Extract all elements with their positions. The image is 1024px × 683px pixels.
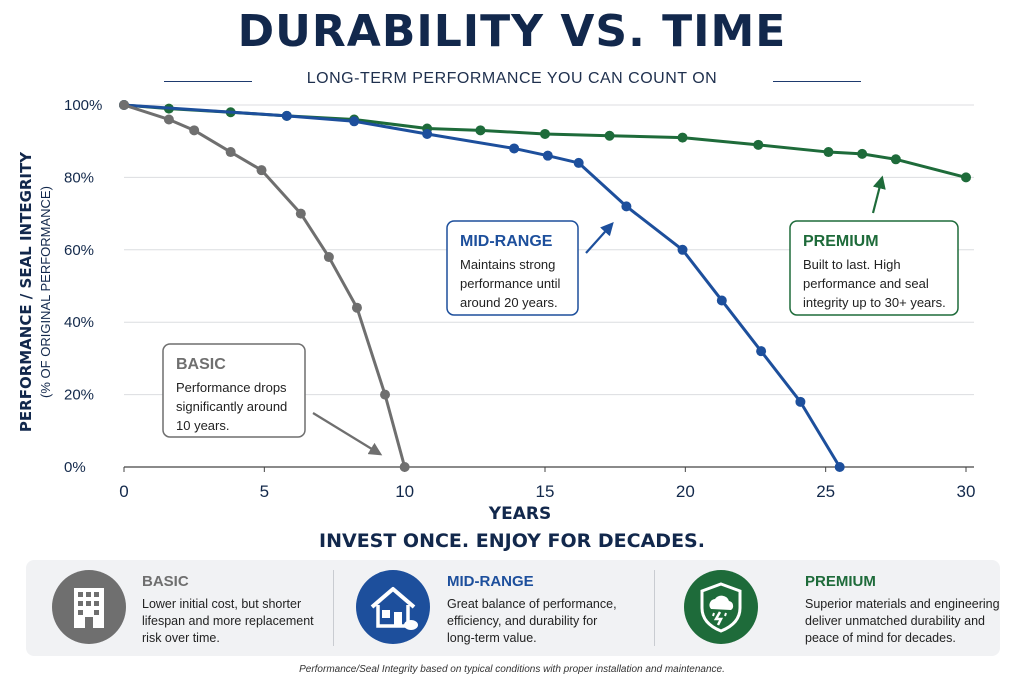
y-tick-label: 20% — [64, 387, 94, 404]
series-line-basic — [123, 103, 407, 468]
data-point-mid — [716, 295, 727, 306]
x-tick-label: 30 — [957, 482, 976, 501]
data-point-premium — [823, 147, 834, 158]
tier-divider — [333, 570, 334, 646]
x-tick-label: 0 — [119, 482, 128, 501]
tier-premium-desc: Superior materials and engineering delive… — [805, 597, 1000, 645]
data-point-premium — [604, 130, 615, 141]
annotation-text: performance and seal — [803, 276, 929, 291]
subtitle-rule-left — [164, 81, 252, 82]
tier-premium-name: PREMIUM — [805, 573, 876, 590]
tagline: INVEST ONCE. ENJOY FOR DECADES. — [319, 530, 705, 552]
annotation-text: Performance drops — [176, 380, 287, 395]
annotation-premium: PREMIUM Built to last. High performance an… — [789, 175, 959, 316]
y-axis-label: PERFORMANCE / SEAL INTEGRITY — [17, 151, 35, 432]
data-point-basic — [119, 100, 129, 110]
data-point-basic — [189, 125, 200, 136]
tier-premium: PREMIUM Superior materials and engineeri… — [666, 560, 1000, 656]
series-line-premium — [123, 103, 967, 179]
annotation-box — [162, 343, 306, 438]
annotation-mid: MID-RANGE Maintains strong performance unt… — [446, 220, 614, 316]
data-point-premium — [857, 148, 868, 159]
annotation-text: around 20 years. — [460, 295, 558, 310]
data-point-mid — [677, 244, 688, 255]
page-title: DURABILITY VS. TIME — [237, 6, 787, 57]
annotation-text: performance until — [460, 276, 561, 291]
tier-mid-name: MID-RANGE — [447, 573, 534, 590]
annotation-text: Built to last. High — [803, 257, 901, 272]
y-axis-sublabel: (% OF ORIGINAL PERFORMANCE) — [38, 186, 53, 398]
y-tick-label: 100% — [64, 97, 102, 114]
tier-mid: MID-RANGE Great balance of performance, e… — [346, 560, 666, 656]
data-point-basic — [323, 252, 334, 263]
data-point-premium — [475, 125, 486, 136]
tier-summary-panel: BASIC Lower initial cost, but shorter lif… — [26, 560, 1000, 656]
house-icon — [356, 570, 430, 644]
x-tick-label: 20 — [676, 482, 695, 501]
data-point-basic — [225, 147, 236, 158]
data-point-basic — [380, 389, 391, 400]
data-point-mid — [349, 116, 360, 127]
data-point-mid — [281, 110, 292, 121]
data-point-mid — [795, 396, 806, 407]
subtitle-rule-right — [773, 81, 861, 82]
annotation-arrow — [585, 222, 614, 254]
data-point-mid — [621, 201, 632, 212]
footnote: Performance/Seal Integrity based on typi… — [299, 664, 725, 675]
data-point-basic — [399, 462, 410, 472]
data-point-premium — [753, 139, 764, 150]
y-tick-label: 0% — [64, 459, 86, 476]
x-tick-label: 5 — [260, 482, 269, 501]
data-point-mid — [422, 128, 433, 139]
y-tick-label: 80% — [64, 169, 94, 186]
data-point-premium — [961, 172, 971, 183]
data-point-basic — [351, 302, 362, 313]
data-point-mid — [573, 157, 584, 168]
data-point-basic — [295, 208, 306, 219]
tier-basic-name: BASIC — [142, 573, 189, 590]
data-point-premium — [677, 132, 688, 143]
annotation-text: Maintains strong — [460, 257, 555, 272]
annotation-text: significantly around — [176, 399, 287, 414]
annotation-arrow — [871, 175, 886, 214]
data-point-basic — [256, 165, 267, 176]
x-tick-label: 10 — [395, 482, 414, 501]
annotation-title: BASIC — [176, 356, 226, 373]
data-point-mid — [756, 346, 767, 357]
tier-basic-desc: Lower initial cost, but shorter lifespan … — [142, 597, 314, 645]
tier-divider — [654, 570, 655, 646]
annotation-text: integrity up to 30+ years. — [803, 295, 946, 310]
annotation-text: 10 years. — [176, 418, 229, 433]
durability-chart: 0% 20% 40% 60% 80% 100% 0 5 10 15 20 25 30 YEARS PERFO… — [17, 97, 976, 524]
subtitle-row: LONG-TERM PERFORMANCE YOU CAN COUNT ON — [0, 70, 1024, 88]
tier-mid-desc: Great balance of performance, efficiency,… — [447, 597, 617, 645]
annotation-title: PREMIUM — [803, 233, 879, 250]
storm-shield-icon — [684, 570, 758, 644]
annotation-box — [789, 220, 959, 316]
annotation-basic: BASIC Performance drops significantly arou… — [162, 343, 383, 456]
annotation-box — [446, 220, 579, 316]
y-tick-label: 40% — [64, 314, 94, 331]
x-tick-label: 25 — [816, 482, 835, 501]
tier-basic: BASIC Lower initial cost, but shorter lif… — [26, 560, 326, 656]
data-point-basic — [163, 114, 174, 125]
data-point-mid — [542, 150, 553, 161]
annotation-arrow — [312, 412, 383, 456]
page-subtitle: LONG-TERM PERFORMANCE YOU CAN COUNT ON — [298, 70, 726, 87]
data-point-premium — [540, 128, 550, 139]
annotation-title: MID-RANGE — [460, 233, 553, 250]
y-tick-label: 60% — [64, 242, 94, 259]
x-axis-label: YEARS — [488, 504, 551, 524]
data-point-premium — [890, 154, 901, 165]
building-icon — [52, 570, 126, 644]
data-point-mid — [834, 462, 845, 472]
x-tick-label: 15 — [536, 482, 555, 501]
data-point-mid — [509, 143, 520, 154]
